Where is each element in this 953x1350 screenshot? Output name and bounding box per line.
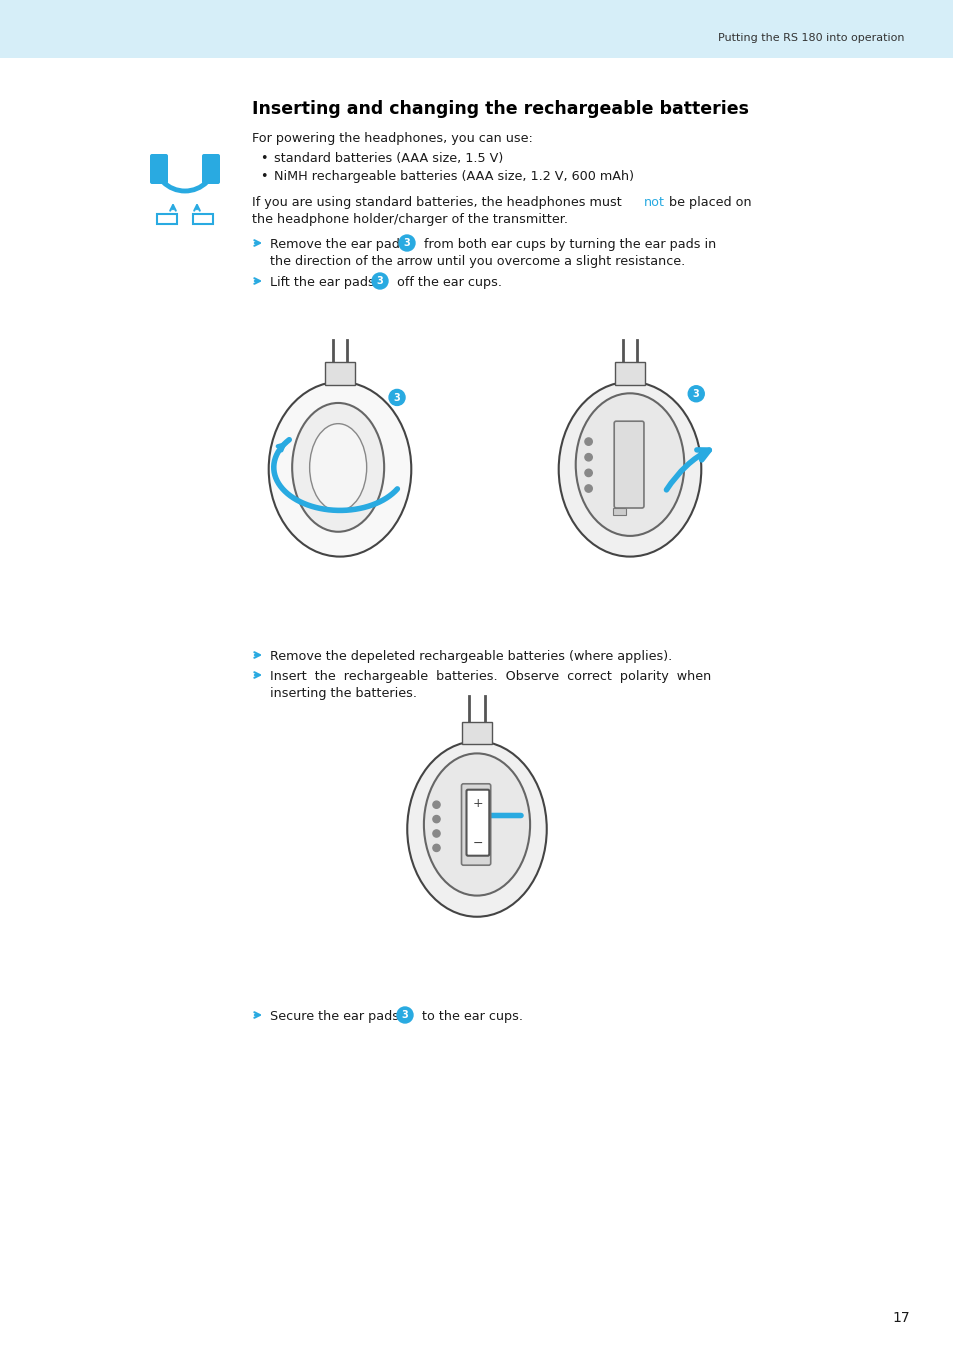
Text: 3: 3 <box>692 389 699 400</box>
Text: 3: 3 <box>403 239 410 248</box>
Text: Insert  the  rechargeable  batteries.  Observe  correct  polarity  when: Insert the rechargeable batteries. Obser… <box>270 670 711 683</box>
FancyBboxPatch shape <box>461 784 490 865</box>
Text: +: + <box>472 798 483 810</box>
Text: 3: 3 <box>376 277 383 286</box>
Ellipse shape <box>292 402 384 532</box>
FancyBboxPatch shape <box>325 362 355 385</box>
Text: inserting the batteries.: inserting the batteries. <box>270 687 416 701</box>
Text: off the ear cups.: off the ear cups. <box>393 275 501 289</box>
Ellipse shape <box>423 753 530 895</box>
Text: For powering the headphones, you can use:: For powering the headphones, you can use… <box>252 132 533 144</box>
Circle shape <box>584 485 592 493</box>
Text: Secure the ear pads: Secure the ear pads <box>270 1010 402 1023</box>
Text: •: • <box>260 153 267 165</box>
Text: the headphone holder/charger of the transmitter.: the headphone holder/charger of the tran… <box>252 213 567 225</box>
Text: 3: 3 <box>394 393 400 402</box>
Text: 3: 3 <box>401 1011 408 1021</box>
Ellipse shape <box>575 393 683 536</box>
Bar <box>0 0 953 58</box>
Text: from both ear cups by turning the ear pads in: from both ear cups by turning the ear pa… <box>419 238 716 251</box>
Bar <box>613 508 626 516</box>
FancyBboxPatch shape <box>614 421 643 508</box>
Circle shape <box>433 844 439 852</box>
FancyBboxPatch shape <box>150 154 168 184</box>
Text: to the ear cups.: to the ear cups. <box>417 1010 522 1023</box>
Circle shape <box>584 470 592 477</box>
Circle shape <box>389 389 405 405</box>
Circle shape <box>584 454 592 460</box>
Ellipse shape <box>310 424 366 512</box>
Circle shape <box>372 273 388 289</box>
Circle shape <box>687 386 703 402</box>
Circle shape <box>584 437 592 446</box>
Text: 17: 17 <box>891 1311 909 1324</box>
Bar <box>157 215 177 224</box>
Circle shape <box>396 1007 413 1023</box>
Ellipse shape <box>269 382 411 556</box>
Text: not: not <box>643 196 664 209</box>
Circle shape <box>398 235 415 251</box>
FancyBboxPatch shape <box>466 790 489 856</box>
Text: If you are using standard batteries, the headphones must: If you are using standard batteries, the… <box>252 196 625 209</box>
Text: be placed on: be placed on <box>664 196 751 209</box>
Circle shape <box>433 830 439 837</box>
Ellipse shape <box>558 382 700 556</box>
Text: •: • <box>260 170 267 184</box>
Text: standard batteries (AAA size, 1.5 V): standard batteries (AAA size, 1.5 V) <box>274 153 503 165</box>
Text: NiMH rechargeable batteries (AAA size, 1.2 V, 600 mAh): NiMH rechargeable batteries (AAA size, 1… <box>274 170 634 184</box>
Text: Inserting and changing the rechargeable batteries: Inserting and changing the rechargeable … <box>252 100 748 117</box>
FancyBboxPatch shape <box>202 154 220 184</box>
Ellipse shape <box>407 741 546 917</box>
Text: the direction of the arrow until you overcome a slight resistance.: the direction of the arrow until you ove… <box>270 255 684 269</box>
Bar <box>193 215 213 224</box>
Circle shape <box>433 815 439 822</box>
Text: Remove the ear pads: Remove the ear pads <box>270 238 410 251</box>
Text: −: − <box>472 837 482 850</box>
Text: Putting the RS 180 into operation: Putting the RS 180 into operation <box>718 32 904 43</box>
FancyBboxPatch shape <box>615 362 644 385</box>
FancyBboxPatch shape <box>461 722 492 744</box>
Text: Lift the ear pads: Lift the ear pads <box>270 275 378 289</box>
Text: Remove the depeleted rechargeable batteries (where applies).: Remove the depeleted rechargeable batter… <box>270 649 672 663</box>
Circle shape <box>433 801 439 809</box>
